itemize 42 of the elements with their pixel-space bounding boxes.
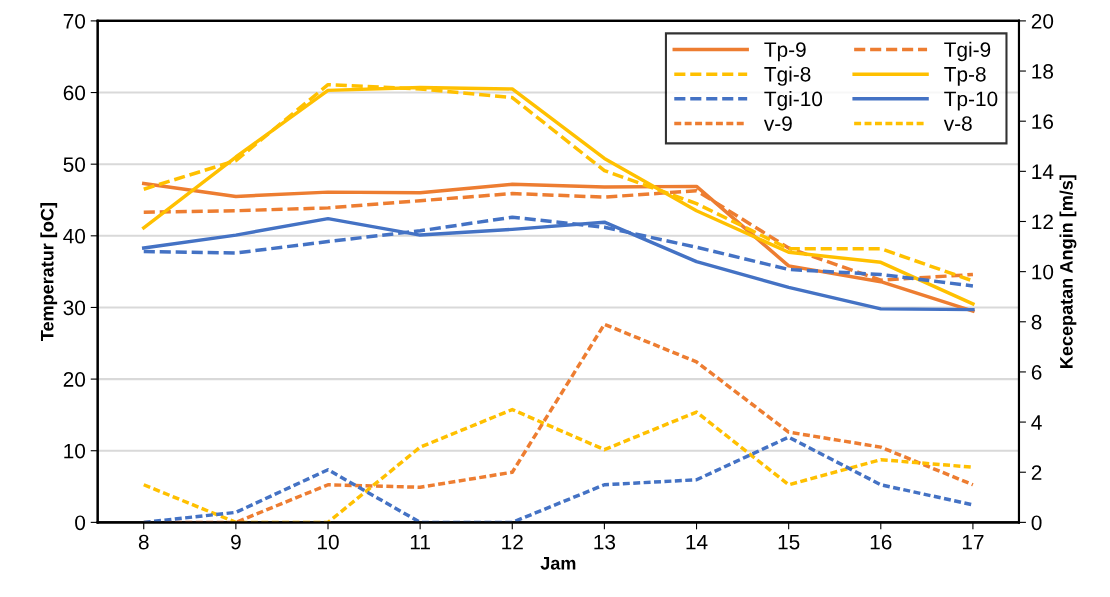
y-axis-title: Temperatur [oC]	[40, 203, 58, 341]
y-tick-label: 30	[63, 300, 86, 316]
legend-label: Tgi-8	[764, 66, 811, 86]
y2-tick-label: 2	[1031, 465, 1042, 480]
x-tick-label: 11	[410, 534, 430, 550]
y-tick-label: 20	[63, 372, 86, 387]
x-tick-label: 9	[231, 534, 241, 550]
y2-tick-label: 20	[1031, 13, 1054, 29]
y-tick-label: 60	[63, 85, 86, 101]
x-tick-label: 14	[686, 534, 708, 550]
x-tick-label: 17	[962, 534, 984, 550]
legend-label: Tp-8	[944, 66, 986, 86]
legend-label: Tp-10	[944, 91, 998, 111]
y-tick-label: 40	[63, 228, 86, 244]
y-tick-label: 0	[75, 515, 86, 531]
y-tick-label: 70	[63, 13, 86, 29]
y2-tick-label: 16	[1032, 114, 1054, 129]
legend-label: Tgi-9	[944, 41, 991, 62]
legend-label: Tgi-10	[764, 90, 823, 111]
y2-tick-label: 4	[1031, 415, 1042, 430]
y2-axis-title: Kecepatan Angin [m/s]	[1059, 175, 1077, 368]
x-tick-label: 12	[502, 534, 523, 550]
line-series	[142, 181, 975, 313]
y2-tick-label: 6	[1031, 364, 1042, 380]
x-tick-label: 8	[138, 534, 149, 550]
y2-tick-label: 8	[1031, 314, 1042, 330]
y2-tick-label: 0	[1031, 515, 1042, 531]
legend-label: v-8	[943, 116, 972, 131]
x-tick-label: 15	[778, 534, 800, 550]
y-tick-label: 50	[63, 157, 86, 172]
y2-tick-label: 12	[1032, 214, 1053, 230]
legend-label: Tp-9	[764, 42, 806, 62]
x-tick-label: 13	[594, 534, 616, 550]
line-series	[142, 216, 975, 312]
x-axis-title: Jam	[540, 557, 576, 570]
y2-tick-label: 18	[1032, 64, 1054, 79]
x-tick-label: 16	[870, 534, 892, 550]
y2-tick-label: 10	[1032, 264, 1054, 280]
x-tick-label: 10	[318, 534, 339, 550]
y-tick-label: 10	[64, 443, 86, 459]
legend-label: v-9	[763, 116, 792, 131]
y2-tick-label: 14	[1032, 164, 1054, 179]
